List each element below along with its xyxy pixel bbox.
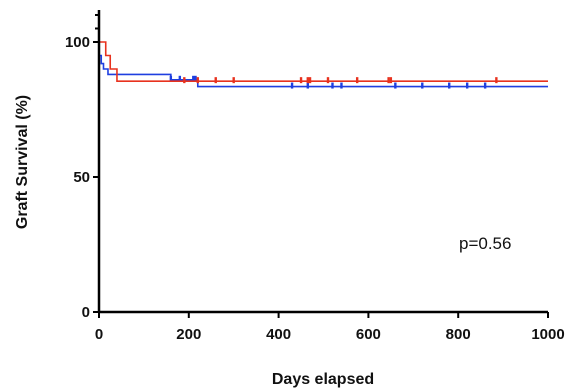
tick-group: 0 200 400 600 800 1000 0 50 100 xyxy=(65,14,565,343)
y-tick-label: 100 xyxy=(65,34,90,51)
p-value-annotation: p=0.56 xyxy=(459,234,511,253)
x-tick-label: 600 xyxy=(356,326,381,343)
plot-area xyxy=(99,41,548,89)
x-tick-label: 800 xyxy=(446,326,471,343)
x-axis-title: Days elapsed xyxy=(272,371,374,388)
x-tick-label: 0 xyxy=(95,326,103,343)
y-axis-title: Graft Survival (%) xyxy=(14,95,31,229)
y-tick-label: 50 xyxy=(73,169,90,186)
axes xyxy=(97,10,548,314)
y-tick-label: 0 xyxy=(82,304,90,321)
x-tick-label: 1000 xyxy=(531,326,564,343)
x-tick-label: 200 xyxy=(176,326,201,343)
survival-curve-2 xyxy=(99,41,548,82)
x-tick-label: 400 xyxy=(266,326,291,343)
